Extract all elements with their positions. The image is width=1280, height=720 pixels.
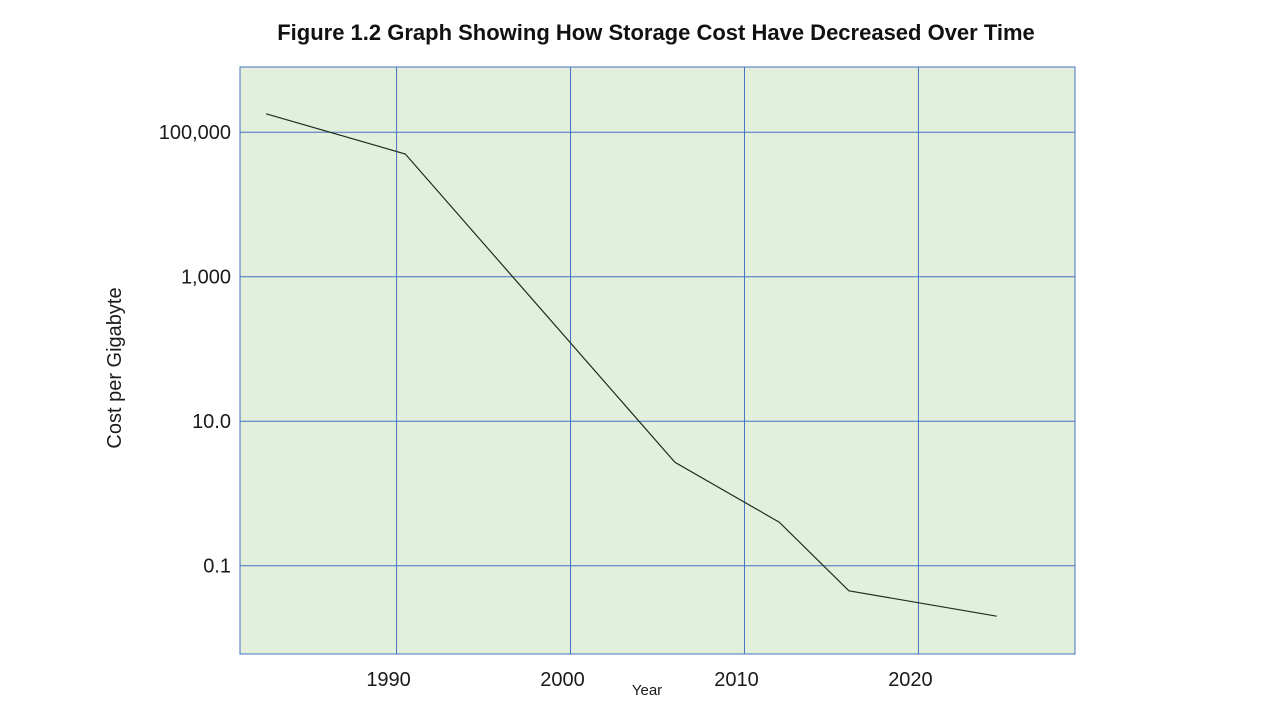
y-tick-label: 0.1 [203, 556, 231, 578]
plot-area [240, 67, 1075, 654]
y-tick-label: 10.0 [192, 411, 231, 433]
x-tick-label: 2010 [714, 669, 759, 691]
series-layer [265, 113, 997, 617]
y-tick-label: 100,000 [159, 122, 231, 144]
x-tick-label: 2000 [540, 669, 585, 691]
x-axis-label: Year [632, 682, 662, 699]
y-tick-label: 1,000 [181, 267, 231, 289]
x-tick-label: 1990 [366, 669, 411, 691]
grid-layer [240, 67, 1075, 654]
plot-border [239, 66, 1076, 655]
x-tick-label: 2020 [888, 669, 933, 691]
y-axis-label: Cost per Gigabyte [104, 287, 126, 448]
chart-title: Figure 1.2 Graph Showing How Storage Cos… [277, 20, 1035, 45]
x-tick-labels: 1990 2000 2010 2020 [366, 669, 932, 691]
series-line [265, 113, 997, 617]
y-tick-labels: 100,000 1,000 10.0 0.1 [159, 122, 231, 577]
